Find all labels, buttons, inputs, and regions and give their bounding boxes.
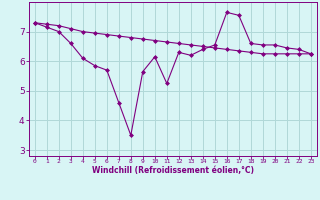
X-axis label: Windchill (Refroidissement éolien,°C): Windchill (Refroidissement éolien,°C) — [92, 166, 254, 175]
